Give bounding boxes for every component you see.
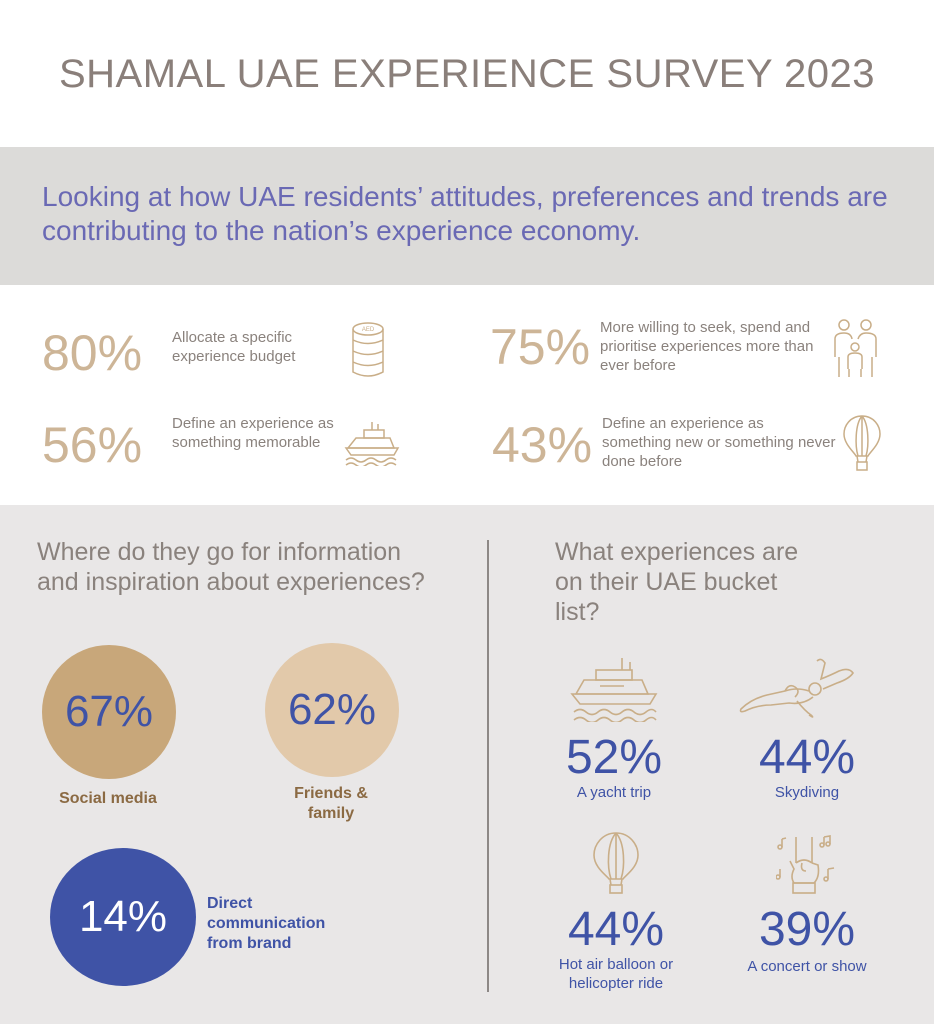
yacht-icon — [570, 656, 660, 727]
source-friends-family-label: Friends & family — [294, 785, 368, 822]
stat-memorable-description: Define an experience as something memora… — [172, 415, 334, 451]
stat-new-percent: 43% — [492, 417, 593, 473]
source-brand-circle: 14% — [50, 848, 196, 986]
bucket-concert-percent: 39% — [758, 903, 856, 956]
source-brand-label: Direct communication from brand — [207, 895, 326, 952]
bucket-balloon-label: Hot air balloon or helicopter ride — [558, 956, 674, 992]
bucket-skydiving-label: Skydiving — [774, 784, 840, 801]
stat-budget-description: Allocate a specific experience budget — [172, 329, 296, 365]
intro-band — [0, 147, 934, 285]
source-social-media-circle: 67% — [42, 645, 176, 779]
stat-memorable-percent: 56% — [42, 417, 143, 473]
section-divider — [487, 540, 489, 992]
source-brand-percent: 14% — [78, 892, 168, 941]
intro-text: Looking at how UAE residents’ attitudes,… — [42, 181, 888, 246]
source-friends-family-percent: 62% — [287, 685, 377, 734]
yacht-icon — [344, 420, 402, 471]
stat-willing-description: More willing to seek, spend and prioriti… — [600, 319, 814, 374]
bucket-yacht-label: A yacht trip — [576, 784, 652, 801]
bucket-yacht-percent: 52% — [565, 731, 663, 784]
source-social-media-percent: 67% — [64, 687, 154, 736]
bucket-concert-label: A concert or show — [747, 958, 867, 975]
sources-question: Where do they go for information and ins… — [37, 538, 425, 596]
svg-text:AED: AED — [362, 327, 375, 333]
rock-hand-music-icon — [775, 833, 838, 902]
coin-stack-aed-icon: AED — [350, 320, 386, 385]
source-friends-family-circle: 62% — [265, 643, 399, 777]
page-title: SHAMAL UAE EXPERIENCE SURVEY 2023 — [58, 52, 876, 96]
bucket-question: What experiences are on their UAE bucket… — [555, 538, 799, 626]
skydiver-icon — [737, 657, 857, 724]
stat-budget-percent: 80% — [42, 325, 143, 381]
stat-willing-percent: 75% — [490, 319, 591, 375]
hot-air-balloon-icon — [842, 414, 882, 477]
family-icon — [830, 317, 882, 384]
stat-new-description: Define an experience as something new or… — [602, 415, 836, 470]
source-social-media-label: Social media — [59, 790, 157, 807]
bucket-balloon-percent: 44% — [567, 903, 665, 956]
bucket-skydiving-percent: 44% — [758, 731, 856, 784]
hot-air-balloon-icon — [592, 831, 640, 900]
